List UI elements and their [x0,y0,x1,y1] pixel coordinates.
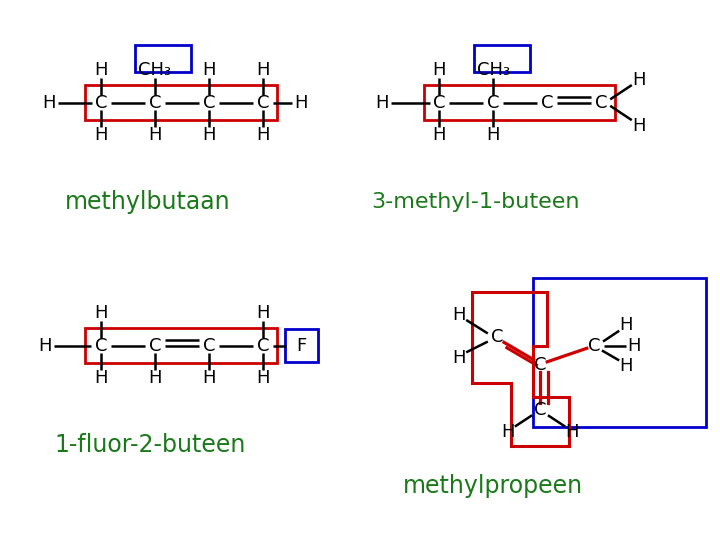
Text: C: C [595,93,608,112]
Text: H: H [632,71,646,89]
Text: C: C [541,93,554,112]
Text: H: H [148,126,161,144]
Bar [424,85,615,120]
Bar [85,85,277,120]
Text: H: H [620,357,633,375]
Text: C: C [148,93,161,112]
Text: H: H [632,117,646,134]
Text: H: H [620,316,633,334]
Text: H: H [94,126,107,144]
Text: H: H [202,126,215,144]
Text: C: C [94,336,107,355]
Text: C: C [534,355,546,374]
Text: H: H [566,423,579,441]
Text: H: H [256,126,269,144]
Text: C: C [256,336,269,355]
Text: H: H [452,349,466,367]
Text: H: H [94,369,107,387]
Text: C: C [202,336,215,355]
Bar [85,328,277,363]
Text: H: H [42,93,55,112]
Text: H: H [38,336,52,355]
Text: H: H [375,93,388,112]
Text: C: C [202,93,215,112]
Text: C: C [490,328,503,347]
Text: CH₃: CH₃ [477,61,510,79]
Bar [285,329,318,362]
Text: H: H [433,61,446,79]
Text: H: H [501,423,514,441]
Text: C: C [487,93,500,112]
Text: H: H [256,304,269,322]
Text: H: H [487,126,500,144]
Text: CH₃: CH₃ [138,61,171,79]
Bar [135,45,191,71]
Bar [533,278,706,427]
Text: F: F [297,336,307,355]
Text: H: H [256,369,269,387]
Text: C: C [94,93,107,112]
Text: H: H [452,306,466,323]
Text: H: H [294,93,307,112]
Text: H: H [148,369,161,387]
Text: H: H [256,61,269,79]
Bar [474,45,530,71]
Text: 3-methyl-1-buteen: 3-methyl-1-buteen [371,192,580,213]
Text: C: C [588,336,600,355]
Text: H: H [202,61,215,79]
Text: C: C [148,336,161,355]
Text: 1-fluor-2-buteen: 1-fluor-2-buteen [54,434,246,457]
Text: C: C [534,401,546,420]
Text: H: H [94,304,107,322]
Text: H: H [627,336,640,355]
Text: methylbutaan: methylbutaan [65,191,230,214]
Text: C: C [433,93,446,112]
Text: C: C [256,93,269,112]
Text: H: H [202,369,215,387]
Text: H: H [94,61,107,79]
Text: methylpropeen: methylpropeen [403,474,583,498]
Text: H: H [433,126,446,144]
